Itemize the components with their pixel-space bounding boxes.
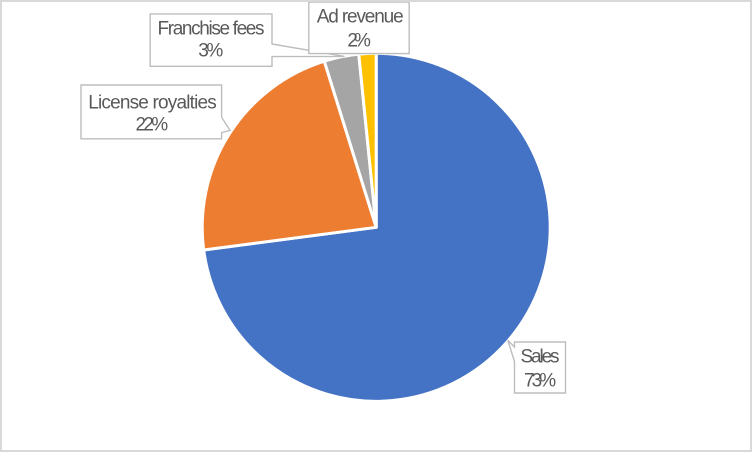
svg-text:22%: 22% [135,115,170,136]
svg-text:Ad revenue: Ad revenue [317,7,404,28]
svg-text:2%: 2% [347,30,373,51]
svg-text:3%: 3% [198,41,226,62]
svg-text:Sales: Sales [521,347,560,368]
svg-text:License royalties: License royalties [88,93,217,114]
svg-text:73%: 73% [524,370,558,391]
svg-text:Franchise fees: Franchise fees [158,18,265,39]
